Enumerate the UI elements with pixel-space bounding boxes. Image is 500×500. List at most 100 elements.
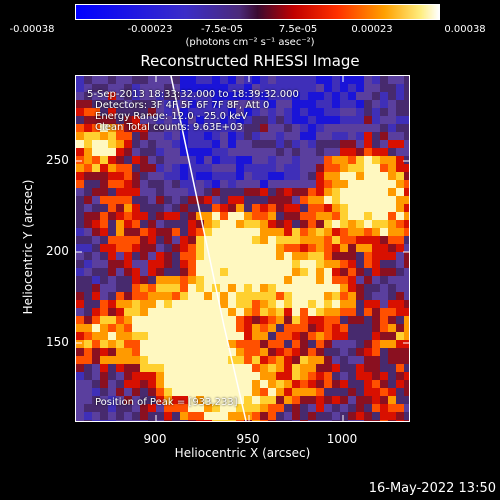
heatmap-cell bbox=[252, 132, 260, 140]
heatmap-cell bbox=[188, 380, 196, 388]
heatmap-cell bbox=[132, 204, 140, 212]
heatmap-cell bbox=[220, 180, 228, 188]
heatmap-cell bbox=[292, 260, 300, 268]
heatmap-cell bbox=[356, 268, 364, 276]
heatmap-cell bbox=[276, 260, 284, 268]
heatmap-cell bbox=[308, 140, 316, 148]
heatmap-cell bbox=[388, 148, 396, 156]
heatmap-cell bbox=[276, 196, 284, 204]
heatmap-cell bbox=[180, 268, 188, 276]
heatmap-cell bbox=[276, 364, 284, 372]
heatmap-cell bbox=[228, 308, 236, 316]
heatmap-cell bbox=[316, 220, 324, 228]
heatmap-cell bbox=[196, 412, 204, 420]
heatmap-cell bbox=[148, 412, 156, 420]
heatmap-cell bbox=[84, 148, 92, 156]
heatmap-cell bbox=[332, 324, 340, 332]
heatmap-cell bbox=[148, 148, 156, 156]
heatmap-cell bbox=[76, 348, 84, 356]
heatmap-cell bbox=[284, 420, 292, 421]
heatmap-cell bbox=[180, 396, 188, 404]
heatmap-cell bbox=[292, 284, 300, 292]
heatmap-cell bbox=[188, 420, 196, 421]
heatmap-cell bbox=[348, 308, 356, 316]
heatmap-cell bbox=[124, 228, 132, 236]
heatmap-cell bbox=[324, 164, 332, 172]
heatmap-cell bbox=[404, 76, 409, 84]
heatmap-cell bbox=[292, 308, 300, 316]
heatmap-cell bbox=[84, 388, 92, 396]
heatmap-cell bbox=[316, 180, 324, 188]
heatmap-cell bbox=[404, 204, 409, 212]
heatmap-cell bbox=[172, 276, 180, 284]
heatmap-cell bbox=[116, 236, 124, 244]
heatmap-cell bbox=[124, 212, 132, 220]
heatmap-cell bbox=[372, 284, 380, 292]
heatmap-cell bbox=[92, 396, 100, 404]
heatmap-cell bbox=[108, 164, 116, 172]
heatmap-cell bbox=[228, 252, 236, 260]
heatmap-cell bbox=[292, 252, 300, 260]
heatmap-cell bbox=[388, 348, 396, 356]
heatmap-cell bbox=[148, 172, 156, 180]
heatmap-cell bbox=[284, 300, 292, 308]
heatmap-cell bbox=[140, 324, 148, 332]
heatmap-cell bbox=[148, 84, 156, 92]
heatmap-cell bbox=[244, 372, 252, 380]
heatmap-cell bbox=[84, 164, 92, 172]
heatmap-cell bbox=[348, 348, 356, 356]
heatmap-cell bbox=[380, 92, 388, 100]
heatmap-cell bbox=[236, 340, 244, 348]
heatmap-cell bbox=[212, 380, 220, 388]
heatmap-cell bbox=[236, 84, 244, 92]
heatmap-cell bbox=[284, 292, 292, 300]
heatmap-cell bbox=[340, 292, 348, 300]
heatmap-cell bbox=[268, 148, 276, 156]
heatmap-cell bbox=[148, 212, 156, 220]
heatmap-cell bbox=[372, 204, 380, 212]
heatmap-cell bbox=[252, 268, 260, 276]
heatmap-cell bbox=[100, 164, 108, 172]
heatmap-cell bbox=[332, 404, 340, 412]
heatmap-cell bbox=[244, 196, 252, 204]
heatmap-cell bbox=[204, 252, 212, 260]
heatmap-cell bbox=[396, 252, 404, 260]
heatmap-cell bbox=[140, 220, 148, 228]
heatmap-cell bbox=[84, 116, 92, 124]
heatmap-cell bbox=[276, 148, 284, 156]
heatmap-cell bbox=[116, 116, 124, 124]
heatmap-cell bbox=[228, 332, 236, 340]
heatmap-cell bbox=[380, 292, 388, 300]
heatmap-cell bbox=[236, 164, 244, 172]
heatmap-cell bbox=[180, 388, 188, 396]
heatmap-cell bbox=[148, 284, 156, 292]
heatmap-cell bbox=[244, 244, 252, 252]
heatmap-cell bbox=[308, 380, 316, 388]
heatmap-cell bbox=[284, 348, 292, 356]
heatmap-cell bbox=[212, 236, 220, 244]
heatmap-cell bbox=[188, 124, 196, 132]
heatmap-cell bbox=[204, 228, 212, 236]
heatmap-cell bbox=[164, 188, 172, 196]
heatmap-cell bbox=[284, 252, 292, 260]
heatmap-cell bbox=[380, 116, 388, 124]
heatmap-cell bbox=[140, 148, 148, 156]
x-axis-label: Heliocentric X (arcsec) bbox=[174, 446, 311, 460]
heatmap-cell bbox=[124, 76, 132, 84]
heatmap-cell bbox=[332, 204, 340, 212]
heatmap-cell bbox=[244, 396, 252, 404]
heatmap-cell bbox=[404, 356, 409, 364]
heatmap-cell bbox=[172, 236, 180, 244]
heatmap-cell bbox=[220, 332, 228, 340]
heatmap-cell bbox=[260, 380, 268, 388]
heatmap-cell bbox=[332, 284, 340, 292]
heatmap-cell bbox=[388, 268, 396, 276]
heatmap-cell bbox=[332, 108, 340, 116]
heatmap-cell bbox=[124, 412, 132, 420]
heatmap-cell bbox=[100, 100, 108, 108]
heatmap-cell bbox=[252, 404, 260, 412]
heatmap-cell bbox=[100, 356, 108, 364]
heatmap-cell bbox=[324, 268, 332, 276]
heatmap-cell bbox=[292, 180, 300, 188]
heatmap-cell bbox=[76, 244, 84, 252]
